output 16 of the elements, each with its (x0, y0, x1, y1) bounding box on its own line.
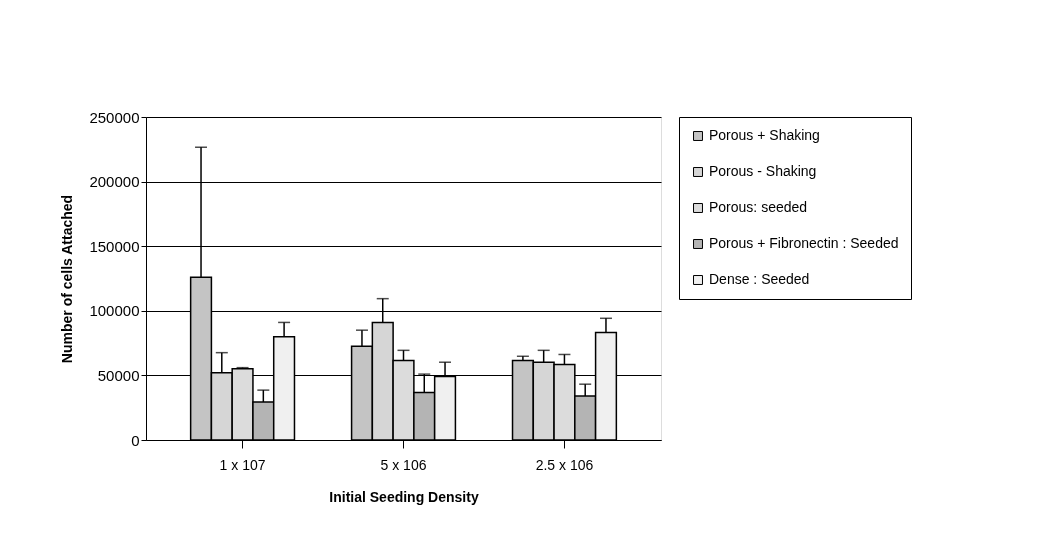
legend-label: Porous - Shaking (709, 163, 817, 179)
y-tick-label: 50000 (97, 366, 140, 384)
legend-label: Porous + Shaking (709, 127, 820, 143)
y-tick-label: 0 (131, 431, 140, 449)
y-tick-label: 100000 (89, 302, 140, 320)
x-axis-title: Initial Seeding Density (329, 488, 479, 505)
y-tick-label: 250000 (89, 108, 140, 126)
x-tick-label: 1 x 107 (219, 456, 266, 473)
y-tick-label: 200000 (89, 173, 140, 191)
x-tick-label: 2.5 x 106 (535, 456, 594, 473)
legend-label: Porous: seeded (709, 199, 808, 215)
y-tick-label: 150000 (89, 237, 140, 255)
legend-label: Dense : Seeded (709, 271, 810, 287)
legend-label: Porous + Fibronectin : Seeded (709, 235, 899, 251)
y-axis-title: Number of cells Attached (59, 194, 76, 364)
x-tick-label: 5 x 106 (380, 456, 427, 473)
